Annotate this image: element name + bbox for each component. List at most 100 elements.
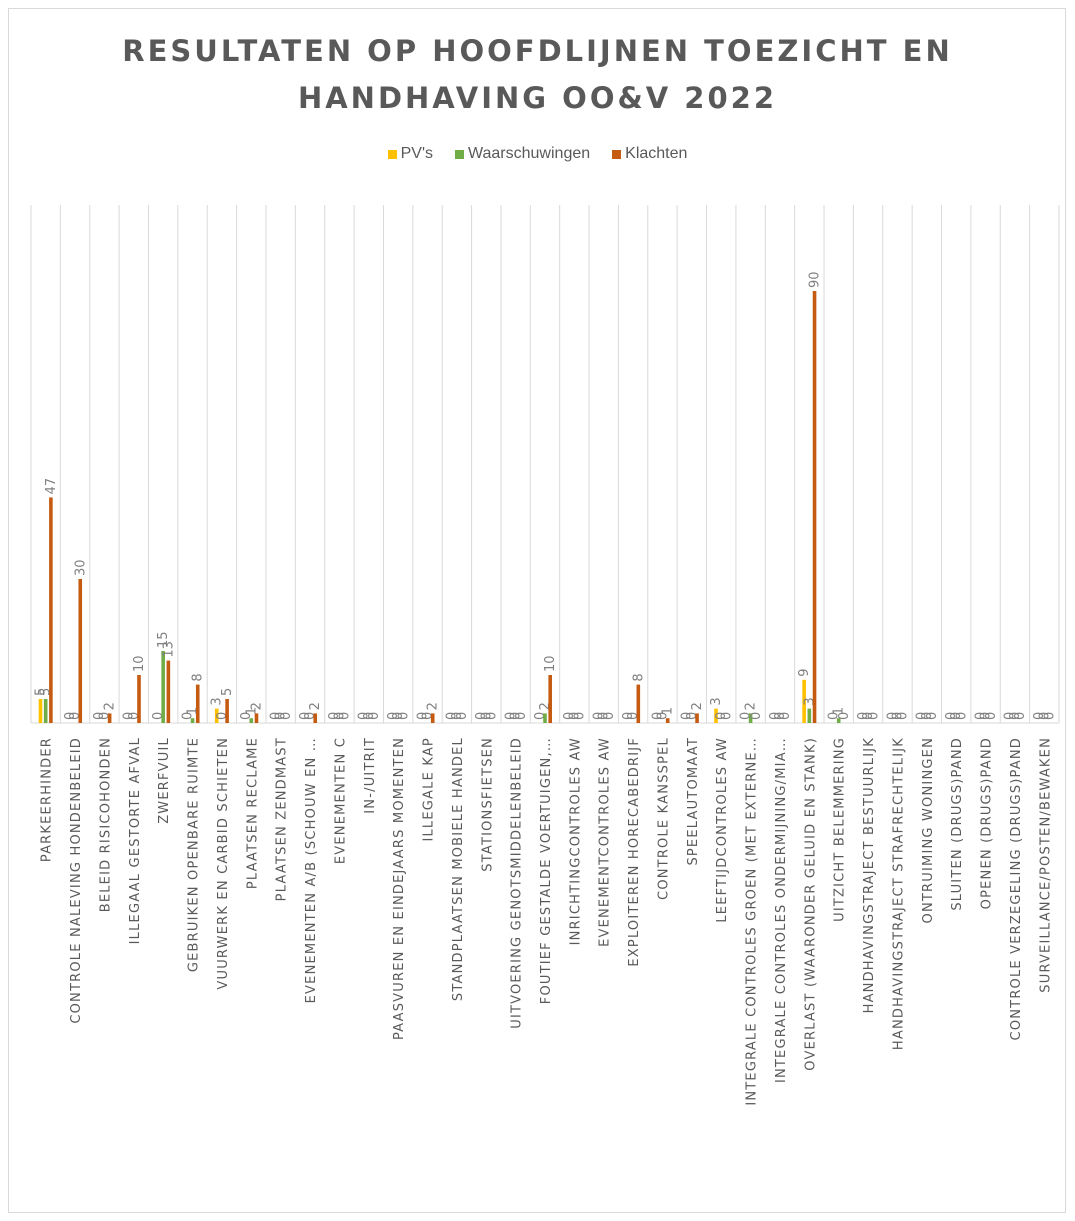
data-label: 0: [573, 712, 588, 720]
data-label: 0: [122, 712, 137, 720]
data-label: 1: [186, 707, 201, 715]
legend-label-waarschuwingen: Waarschuwingen: [468, 145, 591, 162]
data-label: 0: [484, 712, 499, 720]
data-label: 0: [455, 712, 470, 720]
data-label: 0: [866, 712, 881, 720]
data-label: 47: [44, 478, 59, 495]
bar-waarschuwingen: [190, 718, 195, 723]
data-label: 0: [479, 712, 494, 720]
bar-klachten: [812, 291, 817, 723]
bar-waarschuwingen: [748, 713, 753, 723]
data-label: 0: [396, 712, 411, 720]
data-label: 0: [714, 712, 729, 720]
data-label: 2: [538, 702, 553, 710]
category-label: IN-/UITRIT: [363, 737, 378, 814]
data-label: 0: [332, 712, 347, 720]
data-label: 0: [362, 712, 377, 720]
bar-pvs: [802, 679, 806, 723]
data-label: 30: [73, 559, 88, 576]
data-label: 0: [896, 712, 911, 720]
category-label: ZWERFVUIL: [157, 737, 172, 824]
category-label: HANDHAVINGSTRAJECT BESTUURLIJK: [862, 737, 877, 1013]
bar-waarschuwingen: [807, 708, 812, 723]
data-label: 3: [210, 697, 225, 705]
data-label: 0: [450, 712, 465, 720]
data-label: 2: [690, 702, 705, 710]
data-label: 0: [274, 712, 289, 720]
bar-pvs: [214, 708, 219, 723]
bar-klachten: [49, 497, 53, 723]
bar-klachten: [137, 675, 141, 723]
data-label: 0: [567, 712, 582, 720]
bar-klachten: [166, 660, 171, 723]
legend-item-waarschuwingen: Waarschuwingen: [455, 145, 590, 163]
data-label: 0: [327, 712, 342, 720]
data-label: 0: [749, 712, 764, 720]
data-label: 0: [949, 712, 964, 720]
category-label: EVENEMENTCONTROLES AW: [598, 737, 613, 947]
data-label: 0: [1037, 712, 1052, 720]
data-label: 0: [1008, 712, 1023, 720]
data-label: 5: [33, 688, 48, 696]
bar-klachten: [548, 675, 552, 723]
data-label: 2: [308, 702, 323, 710]
data-label: 0: [885, 712, 900, 720]
data-label: 0: [856, 712, 871, 720]
category-label: UITZICHT BELEMMERING: [833, 737, 848, 922]
bar-klachten: [665, 718, 670, 723]
data-label: 0: [1003, 712, 1018, 720]
data-label: 10: [543, 655, 558, 672]
bar-klachten: [195, 684, 200, 723]
data-label: 0: [391, 712, 406, 720]
legend-item-pvs: PV's: [387, 145, 433, 163]
data-label: 0: [592, 712, 607, 720]
data-label: 0: [915, 712, 930, 720]
bar-klachten: [107, 713, 112, 723]
legend-item-klachten: Klachten: [612, 145, 687, 163]
category-label: BELEID RISICOHONDEN: [98, 737, 113, 912]
data-label: 3: [709, 697, 724, 705]
bar-waarschuwingen: [161, 651, 165, 723]
data-label: 0: [562, 712, 577, 720]
category-label: STANDPLAATSEN MOBIELE HANDEL: [451, 737, 466, 1001]
category-label: PLAATSEN RECLAME: [245, 737, 260, 889]
bar-waarschuwingen: [836, 718, 841, 723]
data-label: 0: [920, 712, 935, 720]
data-label: 0: [768, 712, 783, 720]
bar-klachten: [695, 713, 699, 723]
category-label: FOUTIEF GESTALDE VOERTUIGEN,…: [539, 737, 554, 1004]
data-label: 0: [92, 712, 107, 720]
bar-waarschuwingen: [43, 699, 48, 723]
data-label: 0: [773, 712, 788, 720]
data-label: 0: [239, 712, 254, 720]
data-label: 10: [132, 655, 147, 672]
bar-klachten: [430, 713, 435, 723]
data-label: 1: [832, 707, 847, 715]
category-label: SPEELAUTOMAAT: [686, 737, 701, 866]
category-label: ILLEGALE KAP: [422, 737, 437, 842]
chart-legend: PV's Waarschuwingen Klachten: [0, 145, 1075, 163]
bar-klachten: [78, 579, 83, 723]
category-label: CONTROLE VERZEGELING (DRUGS)PAND: [1009, 737, 1024, 1040]
data-label: 0: [861, 712, 876, 720]
category-label: INRICHTINGCONTROLES AW: [568, 737, 583, 945]
data-label: 9: [797, 669, 812, 677]
data-label: 2: [103, 702, 118, 710]
data-label: 8: [191, 673, 206, 681]
legend-swatch-waarschuwingen: [455, 149, 464, 159]
data-label: 0: [685, 712, 700, 720]
data-label: 0: [97, 712, 112, 720]
category-label: PAASVUREN EN EINDEJAARS MOMENTEN: [392, 737, 407, 1040]
category-label: HANDHAVINGSTRAJECT STRAFRECHTELIJK: [891, 737, 906, 1050]
data-label: 0: [367, 712, 382, 720]
data-label: 0: [655, 712, 670, 720]
bar-waarschuwingen: [543, 713, 547, 723]
category-label: OVERLAST (WAARONDER GELUID EN STANK): [803, 737, 818, 1071]
category-label: ILLEGAAL GESTORTE AFVAL: [128, 737, 143, 944]
data-label: 0: [1032, 712, 1047, 720]
data-label: 2: [426, 702, 441, 710]
data-label: 0: [533, 712, 548, 720]
data-label: 0: [626, 712, 641, 720]
data-label: 0: [386, 712, 401, 720]
category-label: PLAATSEN ZENDMAST: [275, 737, 290, 901]
